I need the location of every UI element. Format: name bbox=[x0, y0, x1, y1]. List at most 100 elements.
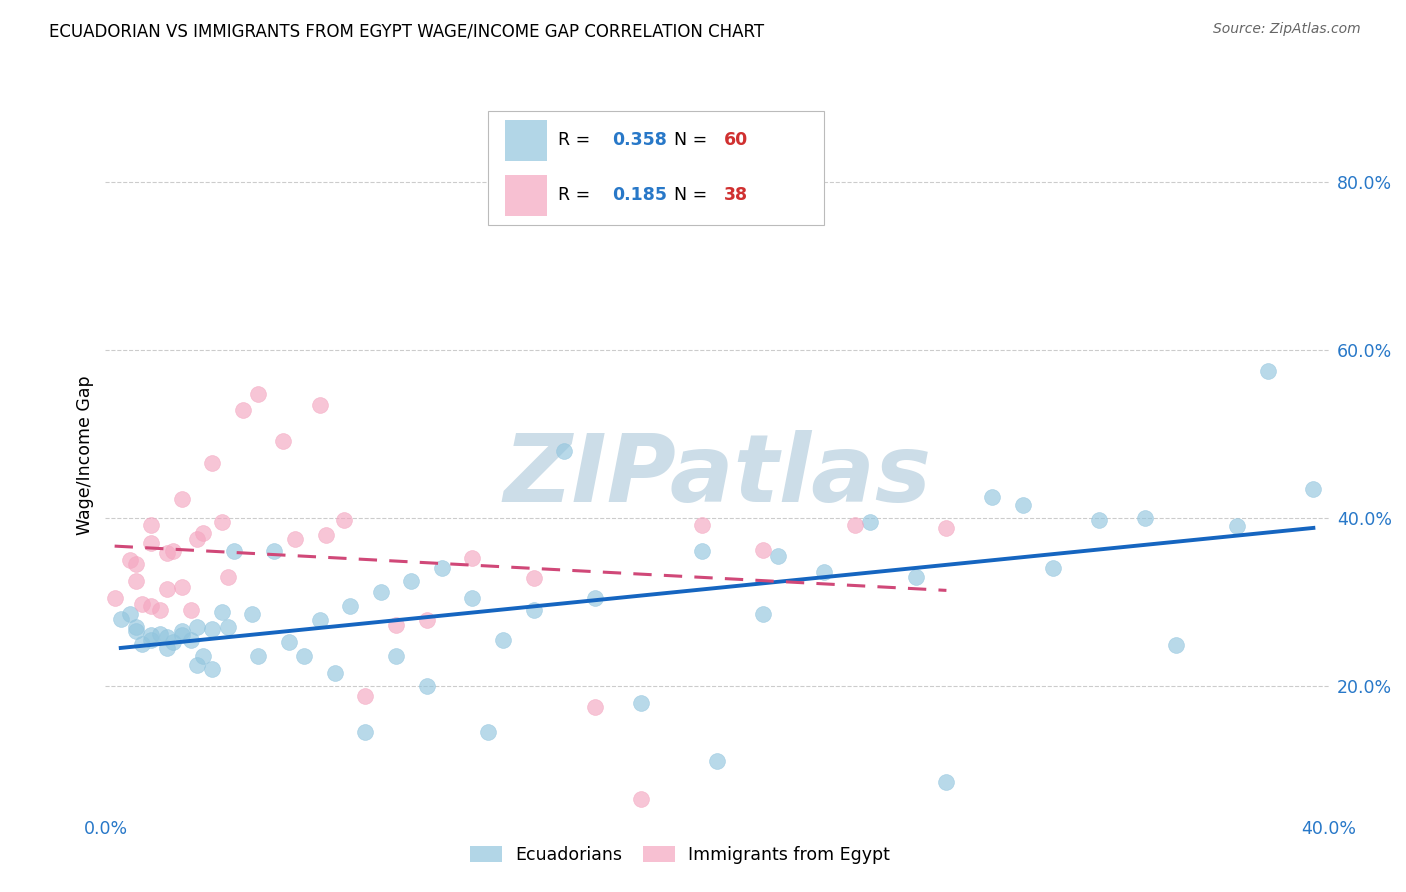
Point bbox=[690, 544, 713, 558]
Point bbox=[278, 635, 301, 649]
Point bbox=[844, 517, 866, 532]
Point bbox=[1088, 512, 1111, 526]
Point bbox=[125, 557, 148, 571]
Point bbox=[155, 630, 177, 644]
Point bbox=[333, 512, 356, 526]
Point bbox=[415, 679, 437, 693]
Point bbox=[385, 618, 408, 632]
Text: 0.358: 0.358 bbox=[612, 131, 666, 149]
Point bbox=[211, 515, 233, 529]
Y-axis label: Wage/Income Gap: Wage/Income Gap bbox=[76, 376, 94, 534]
Point bbox=[217, 569, 239, 583]
Point bbox=[523, 571, 546, 585]
Text: 0.185: 0.185 bbox=[612, 186, 666, 204]
Point bbox=[232, 403, 254, 417]
Point bbox=[583, 591, 606, 605]
Point bbox=[354, 725, 377, 739]
Point bbox=[690, 517, 713, 532]
Point bbox=[706, 755, 728, 769]
Point bbox=[630, 792, 652, 806]
Point bbox=[492, 632, 515, 647]
Point bbox=[170, 492, 193, 507]
Point bbox=[1042, 561, 1064, 575]
Text: N =: N = bbox=[673, 131, 707, 149]
Point bbox=[768, 549, 790, 563]
Point bbox=[1256, 364, 1278, 378]
Point bbox=[155, 582, 177, 597]
Point bbox=[553, 443, 575, 458]
Point bbox=[141, 517, 163, 532]
Point bbox=[149, 603, 172, 617]
Point bbox=[323, 666, 346, 681]
Point bbox=[430, 561, 453, 575]
Point bbox=[477, 725, 499, 739]
Point bbox=[125, 624, 148, 639]
Point bbox=[292, 649, 315, 664]
Point bbox=[193, 649, 215, 664]
Point bbox=[308, 613, 330, 627]
Point bbox=[162, 635, 184, 649]
Point bbox=[186, 532, 208, 546]
Point bbox=[211, 605, 233, 619]
Point bbox=[752, 542, 775, 557]
Point bbox=[118, 607, 141, 622]
Point bbox=[981, 490, 1004, 504]
Point bbox=[1226, 519, 1249, 533]
Legend: Ecuadorians, Immigrants from Egypt: Ecuadorians, Immigrants from Egypt bbox=[464, 839, 897, 871]
Point bbox=[131, 597, 153, 611]
Point bbox=[415, 613, 437, 627]
Point bbox=[193, 526, 215, 541]
Text: Source: ZipAtlas.com: Source: ZipAtlas.com bbox=[1213, 22, 1361, 37]
Point bbox=[401, 574, 423, 588]
Point bbox=[859, 515, 882, 529]
Point bbox=[263, 544, 285, 558]
Point bbox=[201, 622, 224, 636]
Point bbox=[385, 649, 408, 664]
Point bbox=[583, 699, 606, 714]
Point bbox=[752, 607, 775, 622]
Text: R =: R = bbox=[558, 131, 591, 149]
Point bbox=[904, 569, 927, 583]
Point bbox=[186, 657, 208, 672]
Point bbox=[155, 546, 177, 560]
Point bbox=[1011, 498, 1033, 512]
Point bbox=[240, 607, 263, 622]
Text: ECUADORIAN VS IMMIGRANTS FROM EGYPT WAGE/INCOME GAP CORRELATION CHART: ECUADORIAN VS IMMIGRANTS FROM EGYPT WAGE… bbox=[49, 22, 765, 40]
Point bbox=[141, 628, 163, 642]
Point bbox=[630, 696, 652, 710]
Point bbox=[201, 456, 224, 470]
Point bbox=[523, 603, 546, 617]
Text: ZIPatlas: ZIPatlas bbox=[503, 430, 931, 523]
Point bbox=[217, 620, 239, 634]
Text: 38: 38 bbox=[724, 186, 748, 204]
Point bbox=[110, 612, 132, 626]
Point bbox=[1164, 639, 1187, 653]
Point bbox=[149, 626, 172, 640]
Point bbox=[222, 544, 245, 558]
Point bbox=[170, 628, 193, 642]
Point bbox=[162, 544, 184, 558]
Point bbox=[141, 632, 163, 647]
Point bbox=[284, 532, 307, 546]
Point bbox=[118, 553, 141, 567]
Point bbox=[201, 662, 224, 676]
Point bbox=[354, 689, 377, 703]
Text: R =: R = bbox=[558, 186, 591, 204]
Point bbox=[155, 640, 177, 655]
Point bbox=[180, 603, 202, 617]
Text: N =: N = bbox=[673, 186, 707, 204]
Point bbox=[247, 386, 270, 401]
Point bbox=[339, 599, 361, 613]
Point bbox=[186, 620, 208, 634]
Point bbox=[308, 398, 330, 412]
Point bbox=[170, 580, 193, 594]
Point bbox=[813, 566, 835, 580]
Point bbox=[180, 632, 202, 647]
Point bbox=[141, 536, 163, 550]
Point bbox=[461, 591, 484, 605]
Point bbox=[315, 527, 337, 541]
Point bbox=[141, 599, 163, 613]
Point bbox=[370, 584, 392, 599]
Point bbox=[935, 775, 957, 789]
Point bbox=[247, 649, 270, 664]
